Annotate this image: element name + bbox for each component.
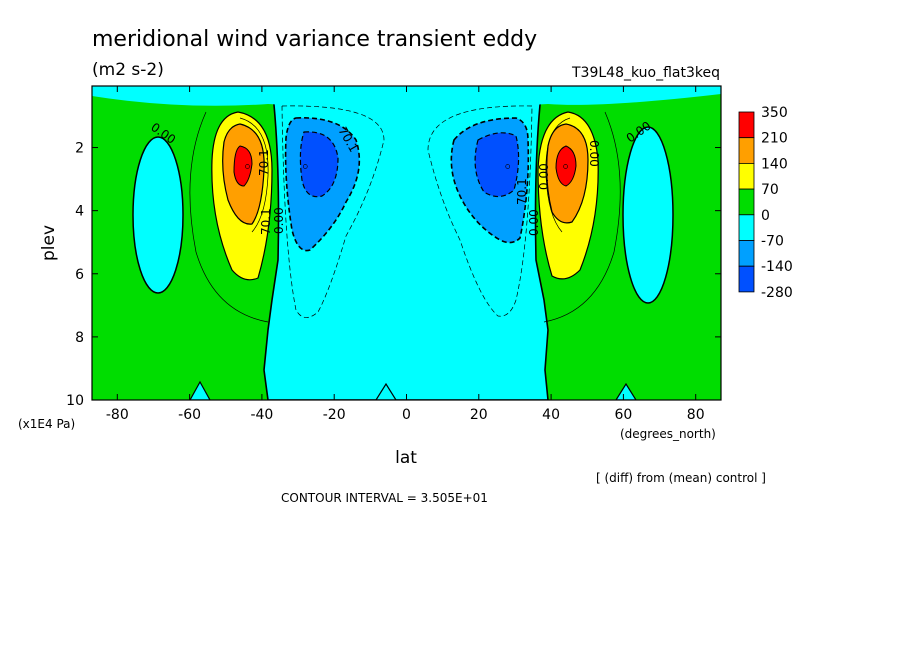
extremum-marker: [245, 164, 250, 169]
footer-note: [ (diff) from (mean) control ]: [596, 471, 766, 485]
colorbar-label: 350: [761, 105, 788, 121]
contour-nh-outer-positive: [543, 111, 621, 323]
contour-interval-label: CONTOUR INTERVAL = 3.505E+01: [281, 491, 488, 505]
colorbar-swatch: [738, 265, 755, 293]
colorbar-swatch: [738, 214, 755, 241]
contour-sh-inner-positive: [239, 117, 269, 233]
contour-label: 0.00: [587, 140, 601, 167]
x-tick-label: 0: [402, 407, 411, 423]
contour-label: 0.00: [272, 207, 286, 234]
contour-nh-outer-negative: [427, 105, 533, 317]
colorbar-swatch: [738, 111, 755, 139]
y-tick-label: 8: [75, 330, 84, 346]
fill-nh-lowest-negative: [474, 132, 520, 198]
x-tick-label: 20: [470, 407, 488, 423]
contour-nh-inner-positive: [545, 117, 571, 233]
colorbar-swatch: [738, 240, 755, 267]
x-tick-label: -80: [106, 407, 129, 423]
y-axis: 2 4 6 8 10: [66, 141, 721, 409]
x-axis: -80 -60 -40 -20 0 20 40 60 80: [106, 86, 705, 423]
y-axis-unit: (x1E4 Pa): [18, 417, 75, 431]
colorbar-swatch: [738, 137, 755, 164]
contour-label: 0.00: [537, 163, 551, 190]
colorbar-label: 140: [761, 156, 788, 172]
experiment-label: T39L48_kuo_flat3keq: [571, 65, 720, 81]
x-tick-label: -60: [178, 407, 201, 423]
colorbar-swatch: [738, 188, 755, 216]
fill-outer-negative-nh: [622, 126, 674, 304]
colorbar: 350 210 140 70 0 -70 -140 -280: [738, 105, 793, 301]
colorbar-swatch: [738, 162, 755, 190]
colorbar-label: -280: [761, 285, 793, 301]
x-tick-label: -20: [323, 407, 346, 423]
contour-label: 70.1: [259, 208, 273, 235]
fill-top-negative-band: [92, 86, 721, 108]
y-tick-label: 4: [75, 204, 84, 220]
y-tick-label: 2: [75, 141, 84, 157]
fill-bottom-spike-2: [375, 382, 397, 400]
fill-bottom-spike-1: [189, 380, 211, 400]
fill-sh-lowest-negative: [299, 131, 339, 198]
colorbar-label: -140: [761, 259, 793, 275]
contour-labels: 0.00 0.00 70.1 0.00 0.00 70.1 70.1 70.1 …: [148, 119, 653, 236]
extremum-marker: [563, 164, 568, 169]
x-tick-label: -40: [250, 407, 273, 423]
x-tick-label: 60: [614, 407, 632, 423]
y-axis-title: plev: [39, 225, 59, 261]
contour-sh-outer-negative: [281, 105, 385, 318]
contour-plot-area: [92, 86, 721, 400]
fill-bottom-spike-3: [615, 382, 637, 400]
fill-sh-peak-positive: [233, 145, 253, 187]
contour-label: 70.1: [257, 149, 271, 176]
x-tick-label: 40: [542, 407, 560, 423]
contour-sh-outer-positive: [189, 111, 269, 323]
extremum-marker: [302, 164, 308, 169]
y-tick-label: 6: [75, 267, 84, 283]
y-tick-label: 10: [66, 393, 84, 409]
colorbar-label: 70: [761, 182, 779, 198]
colorbar-label: 210: [761, 131, 788, 147]
x-tick-label: 80: [687, 407, 705, 423]
colorbar-label: -70: [761, 234, 784, 250]
x-axis-title: lat: [395, 448, 417, 468]
colorbar-label: 0: [761, 208, 770, 224]
extremum-marker: [505, 164, 511, 169]
x-axis-unit: (degrees_north): [620, 427, 716, 441]
chart-title: meridional wind variance transient eddy: [92, 27, 537, 52]
chart-subtitle: (m2 s-2): [92, 60, 164, 80]
contour-label: 0.00: [527, 209, 541, 236]
contour-label: 70.1: [515, 178, 529, 205]
fill-outer-negative-sh: [132, 136, 184, 294]
